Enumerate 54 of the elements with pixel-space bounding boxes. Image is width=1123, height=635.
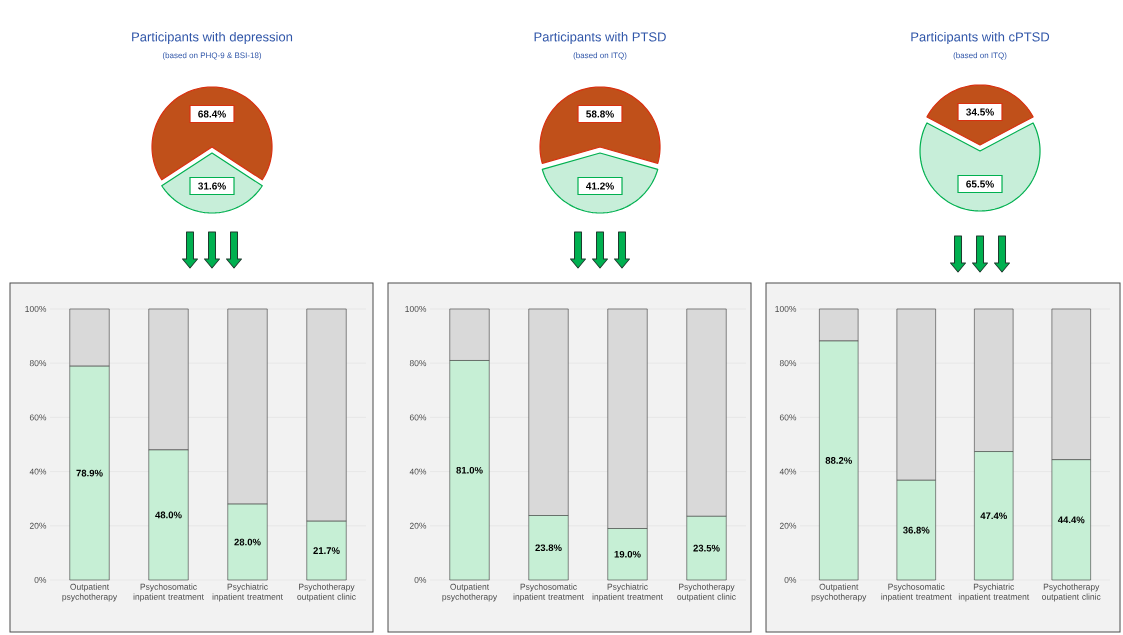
chart-subtitle: (based on ITQ) [573, 52, 627, 60]
y-tick-label: 20% [409, 522, 427, 529]
data-label: 47.4% [980, 512, 1007, 520]
y-tick-label: 100% [25, 305, 47, 312]
y-tick-label: 100% [405, 305, 427, 312]
data-label: 44.4% [1057, 516, 1085, 524]
x-tick-label: Psychiatric inpatient treatment [212, 583, 283, 602]
x-tick-label: Psychosomatic inpatient treatment [513, 583, 584, 602]
y-tick-label: 40% [409, 468, 427, 475]
y-tick-label: 0% [414, 577, 427, 583]
x-tick-label: Psychosomatic inpatient treatment [881, 583, 952, 602]
y-tick-label: 0% [784, 577, 797, 583]
chart-title: Participants with PTSD [534, 31, 666, 45]
chart-title: Participants with depression [132, 31, 293, 45]
chart-subtitle: (based on PHQ-9 & BSI-18) [162, 52, 262, 60]
data-label: 23.8% [535, 544, 562, 552]
data-label: 36.8% [903, 526, 930, 534]
y-tick-label: 80% [29, 360, 47, 367]
data-label: 88.2% [825, 457, 852, 464]
y-tick-label: 0% [34, 577, 47, 583]
data-label: 81.0% [456, 466, 483, 474]
data-label: 48.0% [155, 511, 182, 519]
x-tick-label: Psychiatric inpatient treatment [592, 583, 663, 602]
y-tick-label: 100% [775, 305, 797, 312]
x-tick-label: Psychotherapy outpatient clinic [297, 583, 356, 602]
x-tick-label: Psychosomatic inpatient treatment [133, 583, 204, 602]
x-tick-label: Psychiatric inpatient treatment [958, 583, 1030, 602]
y-tick-label: 40% [779, 468, 797, 475]
x-tick-label: Outpatient psychotherapy [442, 583, 498, 602]
y-tick-label: 60% [29, 414, 47, 421]
data-label: 31.6% [198, 182, 226, 190]
y-tick-label: 60% [409, 414, 427, 421]
chart-title: Participants with cPTSD [911, 31, 1050, 45]
x-tick-label: Psychotherapy outpatient clinic [677, 583, 736, 602]
data-label: 21.7% [313, 547, 340, 554]
data-label: 23.5% [693, 544, 720, 552]
data-label: 41.2% [585, 182, 614, 190]
y-tick-label: 20% [29, 522, 47, 529]
y-tick-label: 80% [779, 360, 797, 367]
y-tick-label: 40% [29, 468, 47, 475]
x-tick-label: Outpatient psychotherapy [62, 583, 118, 602]
y-tick-label: 20% [779, 522, 797, 529]
x-tick-label: Psychotherapy outpatient clinic [1042, 583, 1101, 602]
y-tick-label: 60% [779, 414, 797, 421]
data-label: 19.0% [614, 550, 641, 558]
chart-subtitle: (based on ITQ) [953, 52, 1007, 60]
x-tick-label: Outpatient psychotherapy [811, 583, 867, 602]
data-label: 68.4% [198, 110, 226, 118]
data-label: 65.5% [966, 180, 994, 188]
y-tick-label: 80% [409, 360, 427, 367]
data-label: 28.0% [234, 538, 261, 546]
data-label: 34.5% [966, 108, 994, 116]
data-label: 58.8% [586, 110, 614, 118]
data-label: 78.9% [76, 469, 103, 477]
